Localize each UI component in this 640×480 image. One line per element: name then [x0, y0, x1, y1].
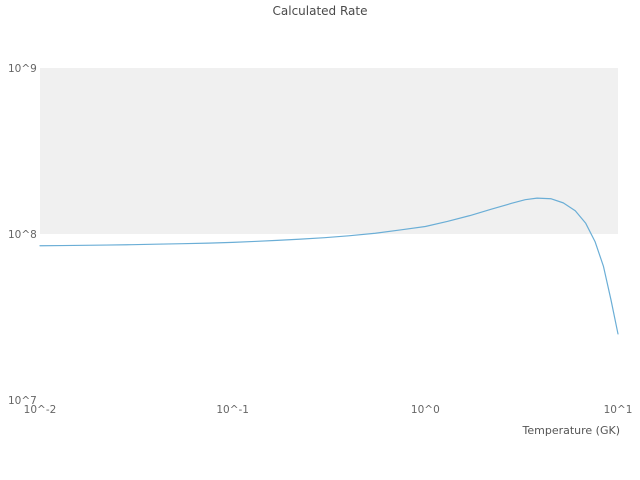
- decade-band: [40, 68, 618, 234]
- x-tick-label: 10^0: [411, 404, 440, 416]
- y-tick-label: 10^7: [8, 395, 37, 407]
- chart-title: Calculated Rate: [272, 4, 368, 18]
- x-axis-label: Temperature (GK): [522, 424, 621, 437]
- x-tick-label: 10^1: [604, 404, 633, 416]
- x-tick-label: 10^-1: [216, 404, 249, 416]
- y-tick-label: 10^8: [8, 229, 37, 241]
- x-tick-label: 10^-2: [24, 404, 57, 416]
- rate-line: [39, 197, 619, 335]
- y-tick-label: 10^9: [8, 63, 37, 75]
